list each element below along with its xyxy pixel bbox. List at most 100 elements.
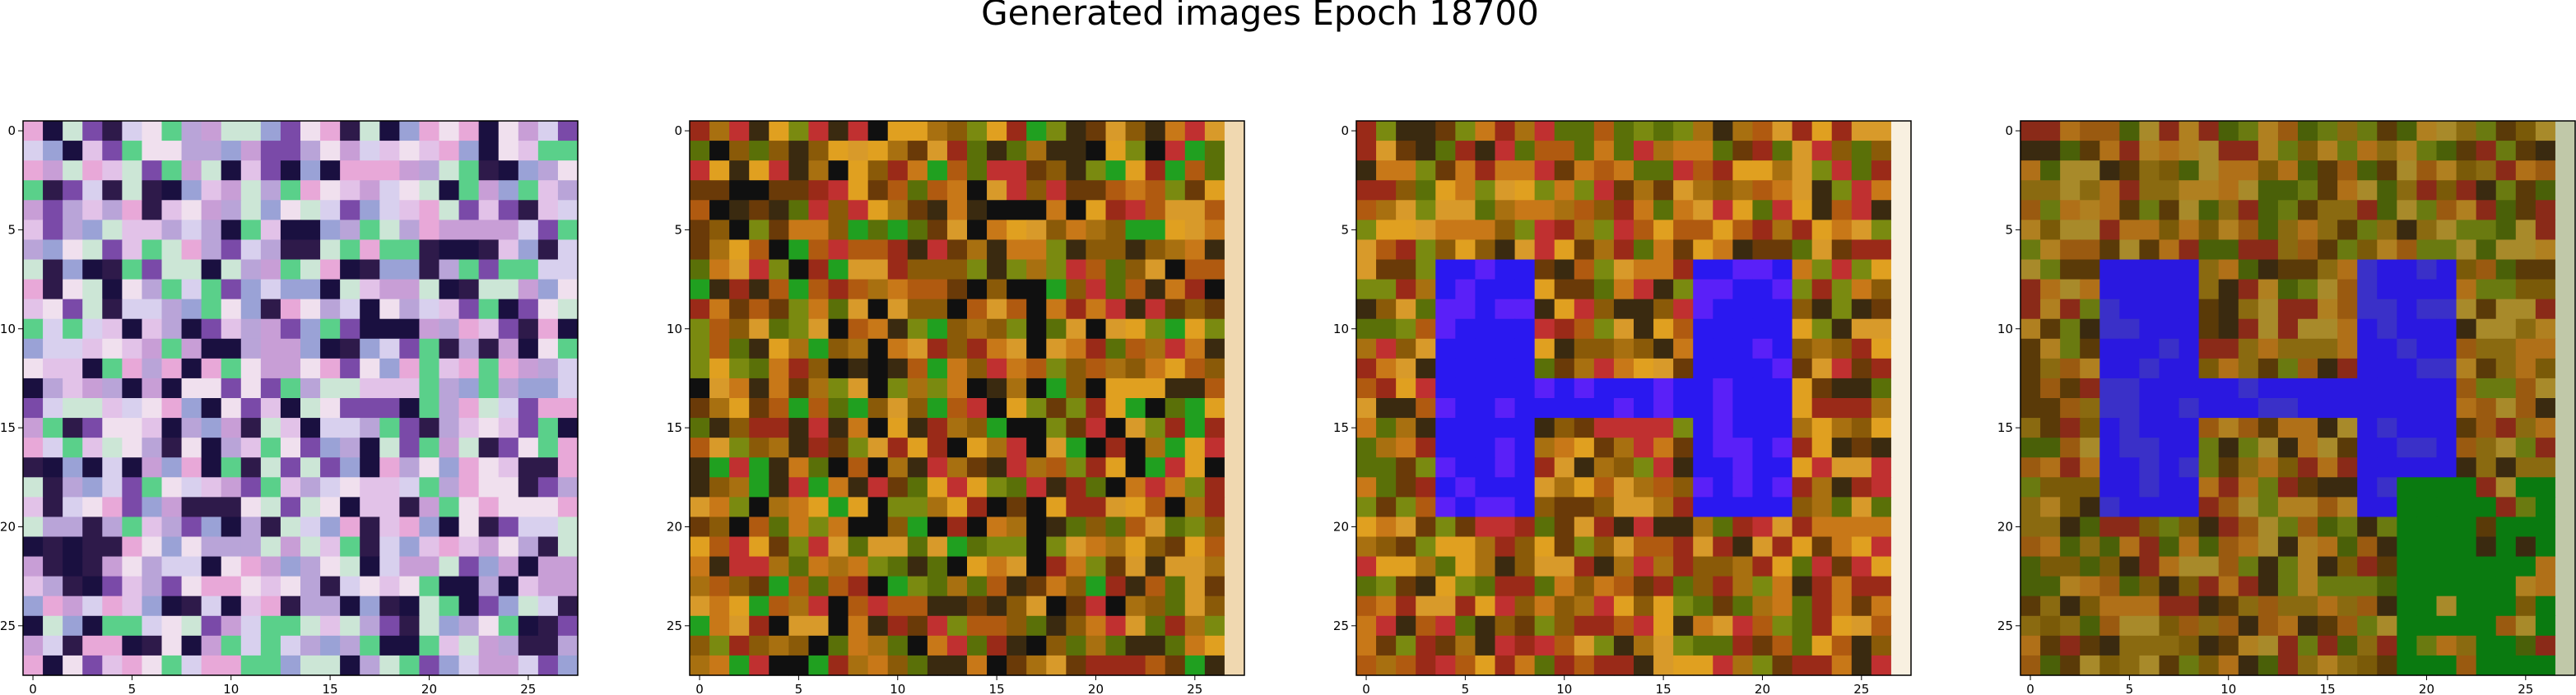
heatmap-cell — [1435, 517, 1456, 538]
heatmap-cell — [1145, 279, 1166, 300]
heatmap-cell — [2456, 318, 2477, 340]
heatmap-cell — [967, 517, 988, 538]
heatmap-cell — [1184, 438, 1206, 458]
heatmap-cell — [788, 655, 810, 676]
heatmap-cell — [2416, 595, 2438, 617]
heatmap-cell — [1514, 121, 1536, 141]
heatmap-cell — [1811, 438, 1833, 458]
heatmap-cell — [43, 358, 63, 379]
heatmap-cell — [399, 299, 421, 320]
heatmap-cell — [439, 239, 460, 261]
heatmap-cell — [498, 141, 519, 161]
heatmap-cell — [201, 239, 222, 261]
heatmap-cell — [2159, 615, 2180, 637]
heatmap-cell — [1890, 457, 1912, 478]
heatmap-cell — [1593, 418, 1615, 438]
heatmap-cell — [769, 220, 789, 241]
heatmap-cell — [181, 239, 202, 261]
heatmap-cell — [1105, 635, 1127, 656]
heatmap-cell — [478, 635, 500, 656]
heatmap-cell — [1475, 556, 1496, 577]
heatmap-cell — [2178, 239, 2200, 261]
heatmap-cell — [1184, 259, 1206, 280]
heatmap-cell — [2099, 457, 2120, 478]
heatmap-cell — [2060, 180, 2081, 201]
heatmap-cell — [867, 220, 889, 241]
heatmap-cell — [537, 279, 559, 300]
heatmap-cell — [1435, 595, 1456, 617]
heatmap-cell — [1890, 576, 1912, 597]
heatmap-cell — [221, 299, 242, 320]
heatmap-cell — [808, 517, 830, 538]
heatmap-cell — [63, 180, 83, 201]
heatmap-cell — [1007, 615, 1027, 637]
heatmap-cell — [240, 358, 262, 379]
heatmap-cell — [2277, 398, 2299, 419]
heatmap-cell — [23, 556, 44, 577]
heatmap-cell — [63, 398, 83, 419]
heatmap-cell — [82, 576, 103, 597]
heatmap-cell — [1026, 141, 1047, 161]
heatmap-cell — [2476, 497, 2497, 518]
heatmap-cell — [240, 259, 262, 280]
heatmap-cell — [2257, 141, 2279, 161]
heatmap-cell — [927, 457, 948, 478]
heatmap-cell — [1792, 378, 1813, 399]
heatmap-cell — [1634, 160, 1654, 181]
heatmap-cell — [2337, 655, 2358, 676]
heatmap-cell — [1416, 200, 1436, 220]
heatmap-cell — [201, 398, 222, 419]
heatmap-cell — [729, 160, 750, 181]
heatmap-cell — [1831, 239, 1853, 261]
heatmap-cell — [867, 318, 889, 340]
heatmap-cell — [2337, 299, 2358, 320]
heatmap-cell — [300, 398, 321, 419]
heatmap-cell — [1066, 536, 1087, 558]
heatmap-cell — [2099, 556, 2120, 577]
heatmap-cell — [1356, 615, 1377, 637]
heatmap-cell — [1026, 338, 1047, 359]
heatmap-cell — [690, 378, 710, 399]
heatmap-cell — [690, 121, 710, 141]
heatmap-cell — [1125, 576, 1146, 597]
heatmap-cell — [2476, 457, 2497, 478]
heatmap-cell — [2377, 338, 2397, 359]
heatmap-cell — [1435, 338, 1456, 359]
heatmap-cell — [2080, 220, 2100, 241]
heatmap-cell — [1831, 418, 1853, 438]
heatmap-cell — [1184, 655, 1206, 676]
heatmap-cell — [2495, 536, 2517, 558]
heatmap-cell — [1693, 457, 1713, 478]
heatmap-cell — [161, 220, 183, 241]
heatmap-cell — [458, 477, 480, 498]
heatmap-cell — [1455, 398, 1476, 419]
heatmap-cell — [709, 517, 730, 538]
heatmap-cell — [1396, 141, 1416, 161]
heatmap-cell — [2337, 398, 2358, 419]
heatmap-cell — [1066, 358, 1087, 379]
heatmap-cell — [2476, 615, 2497, 637]
heatmap-cell — [1534, 418, 1555, 438]
heatmap-cell — [260, 358, 281, 379]
heatmap-cell — [1026, 398, 1047, 419]
heatmap-cell — [1851, 180, 1872, 201]
heatmap-cell — [1693, 220, 1713, 241]
heatmap-cell — [1673, 556, 1694, 577]
heatmap-cell — [769, 160, 789, 181]
heatmap-cell — [749, 477, 770, 498]
heatmap-cell — [1772, 358, 1793, 379]
heatmap-cell — [201, 220, 222, 241]
heatmap-cell — [2178, 259, 2200, 280]
heatmap-cell — [2337, 517, 2358, 538]
heatmap-cell — [2495, 497, 2517, 518]
heatmap-cell — [2416, 536, 2438, 558]
heatmap-cell — [1653, 180, 1674, 201]
heatmap-cell — [2020, 279, 2041, 300]
heatmap-cell — [122, 477, 143, 498]
heatmap-cell — [867, 635, 889, 656]
heatmap-cell — [946, 141, 968, 161]
heatmap-cell — [280, 318, 301, 340]
heatmap-cell — [161, 556, 183, 577]
heatmap-cell — [1514, 299, 1536, 320]
heatmap-cell — [828, 536, 849, 558]
